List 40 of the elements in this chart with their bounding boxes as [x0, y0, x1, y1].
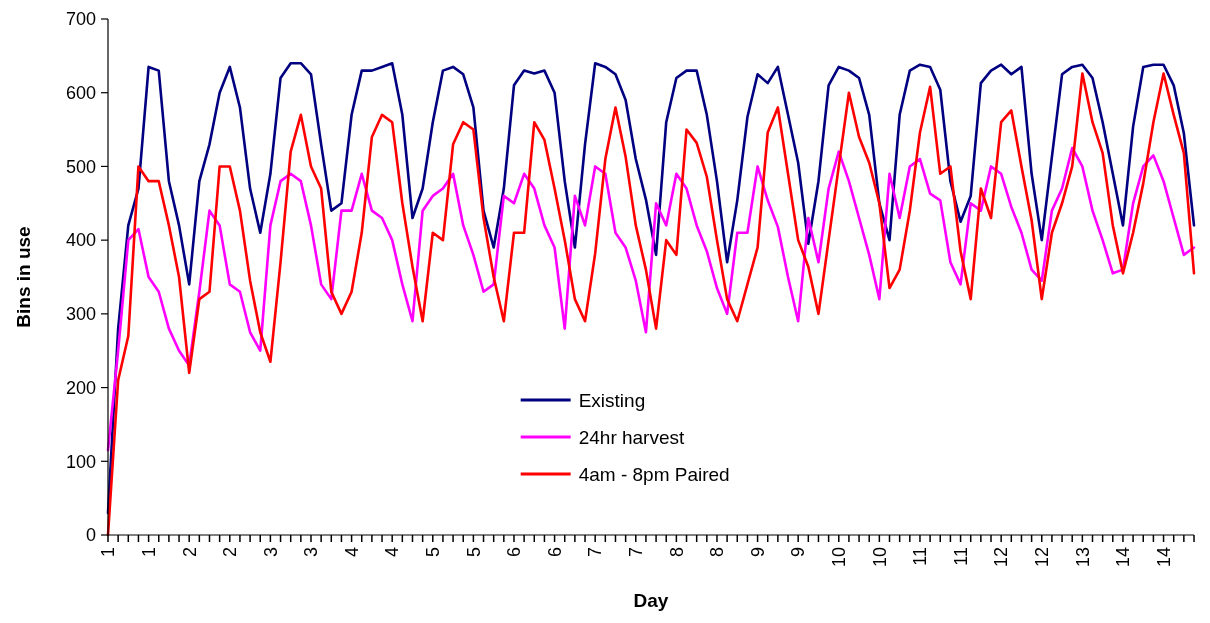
y-tick-label: 200 [65, 377, 96, 398]
y-tick-label: 700 [65, 9, 96, 30]
x-tick-label: 11 [950, 547, 971, 566]
x-tick-label: 11 [910, 547, 931, 566]
x-tick-label: 1 [98, 547, 119, 558]
x-tick-label: 6 [504, 547, 525, 558]
y-axis-title: Bins in use [13, 226, 34, 328]
x-tick-label: 3 [301, 547, 322, 558]
x-tick-label: 5 [463, 547, 484, 558]
x-tick-label: 14 [1153, 547, 1174, 568]
x-tick-label: 10 [829, 547, 850, 568]
x-tick-label: 4 [341, 547, 362, 558]
y-tick-label: 500 [65, 156, 96, 177]
x-tick-label: 12 [991, 547, 1012, 568]
x-tick-label: 4 [382, 547, 403, 558]
x-tick-label: 2 [220, 547, 241, 558]
x-tick-label: 13 [1072, 547, 1093, 568]
y-tick-label: 300 [65, 304, 96, 325]
x-tick-label: 1 [138, 547, 159, 558]
x-tick-label: 12 [1032, 547, 1053, 568]
x-tick-label: 8 [707, 547, 728, 558]
legend-label: 24hr harvest [578, 426, 686, 448]
x-tick-label: 7 [585, 547, 606, 558]
x-tick-label: 7 [626, 547, 647, 558]
x-tick-label: 10 [869, 547, 890, 568]
x-tick-label: 2 [179, 547, 200, 558]
x-tick-label: 3 [260, 547, 281, 558]
y-tick-label: 0 [85, 525, 96, 546]
y-tick-label: 600 [65, 83, 96, 104]
legend-label: 4am - 8pm Paired [578, 463, 730, 485]
x-tick-label: 8 [666, 547, 687, 558]
x-tick-label: 9 [747, 547, 768, 558]
legend-label: Existing [578, 389, 646, 411]
x-tick-label: 9 [788, 547, 809, 558]
x-axis-title: Day [633, 590, 669, 611]
y-tick-label: 400 [65, 230, 96, 251]
x-tick-label: 6 [544, 547, 565, 558]
y-tick-label: 100 [65, 451, 96, 472]
x-tick-label: 5 [423, 547, 444, 558]
x-tick-label: 14 [1113, 547, 1134, 568]
